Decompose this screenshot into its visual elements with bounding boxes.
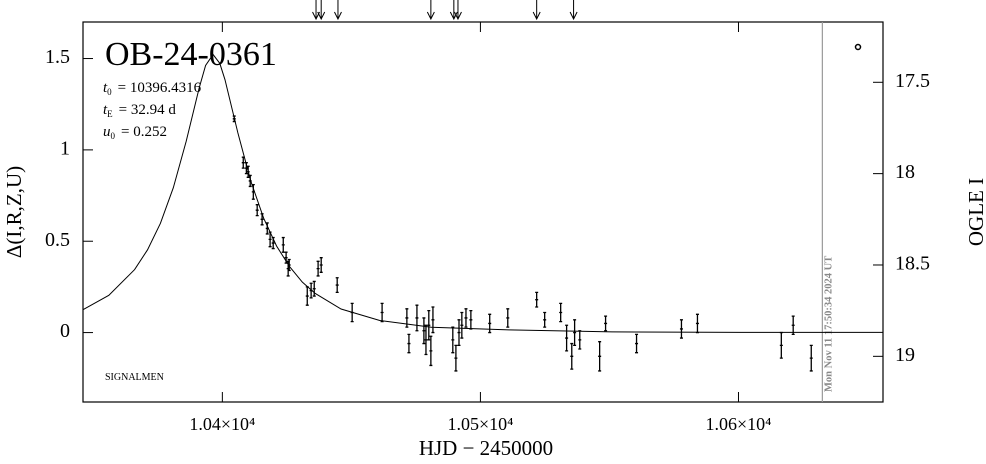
data-point bbox=[255, 204, 259, 217]
data-point bbox=[598, 341, 602, 372]
parameter-symbol: t bbox=[103, 102, 108, 118]
data-point bbox=[570, 342, 574, 370]
data-point bbox=[248, 174, 252, 188]
data-point bbox=[695, 313, 699, 334]
data-point bbox=[573, 319, 577, 347]
data-point bbox=[286, 260, 290, 277]
data-point bbox=[422, 317, 426, 345]
data-point bbox=[431, 306, 435, 334]
y-tick-label: 0 bbox=[60, 320, 70, 342]
model-curve bbox=[82, 53, 883, 333]
alert-arrow bbox=[312, 0, 320, 21]
data-point bbox=[287, 258, 291, 272]
y2-tick-label: 18.5 bbox=[895, 253, 930, 275]
data-point bbox=[405, 308, 409, 328]
data-point bbox=[809, 344, 813, 372]
parameter-value: = 32.94 d bbox=[119, 102, 177, 118]
data-point bbox=[457, 319, 461, 347]
data-point bbox=[232, 115, 236, 123]
y-tick-label: 0.5 bbox=[45, 229, 70, 251]
data-point bbox=[451, 326, 455, 354]
data-point bbox=[251, 183, 255, 200]
data-point bbox=[271, 236, 275, 250]
parameter-subscript: 0 bbox=[111, 131, 116, 141]
data-point bbox=[312, 280, 316, 297]
y2-tick-label: 19 bbox=[895, 344, 915, 366]
data-point bbox=[488, 313, 492, 334]
parameter: tE = 32.94 d bbox=[103, 102, 176, 119]
data-point bbox=[427, 310, 431, 341]
data-point bbox=[380, 302, 384, 323]
parameter: t0 = 10396.4316 bbox=[103, 80, 202, 97]
y-tick-label: 1.5 bbox=[45, 46, 70, 68]
data-point bbox=[246, 165, 250, 178]
data-point bbox=[241, 156, 245, 169]
data-point bbox=[535, 291, 539, 308]
data-point bbox=[305, 286, 309, 306]
data-point bbox=[309, 282, 313, 299]
y2-tick-label: 18 bbox=[895, 161, 915, 183]
data-point bbox=[415, 304, 419, 332]
y-tick-label: 1 bbox=[60, 137, 70, 159]
alert-arrow bbox=[454, 0, 462, 21]
data-point bbox=[350, 302, 354, 323]
alert-arrow bbox=[334, 0, 342, 21]
data-point bbox=[407, 333, 411, 354]
data-point bbox=[635, 333, 639, 354]
data-point bbox=[543, 311, 547, 328]
data-point bbox=[284, 251, 288, 264]
parameter-symbol: u bbox=[103, 124, 111, 140]
data-point bbox=[779, 331, 783, 359]
parameter-value: = 10396.4316 bbox=[118, 80, 202, 96]
data-point bbox=[469, 310, 473, 330]
data-point bbox=[464, 308, 468, 328]
data-point bbox=[319, 257, 323, 273]
data-point bbox=[335, 277, 339, 294]
alert-arrow bbox=[426, 0, 435, 21]
parameter-symbol: t bbox=[103, 80, 108, 96]
date-label: Mon Nov 11 17:50:34 2024 UT bbox=[823, 256, 834, 392]
y-axis-label: Δ(I,R,Z,U) bbox=[2, 166, 26, 258]
parameter: u0 = 0.252 bbox=[103, 124, 167, 141]
data-point bbox=[424, 324, 428, 356]
annotation: SIGNALMEN bbox=[105, 372, 164, 383]
data-point bbox=[506, 308, 510, 328]
alert-arrow bbox=[532, 0, 541, 21]
parameter-value: = 0.252 bbox=[121, 124, 167, 140]
plot-frame bbox=[82, 21, 884, 403]
data-point bbox=[679, 319, 683, 339]
data-point bbox=[265, 222, 269, 235]
data-point bbox=[281, 236, 285, 253]
data-point bbox=[565, 324, 569, 352]
data-point bbox=[460, 311, 464, 339]
symbol-marker bbox=[854, 43, 862, 51]
data-point bbox=[454, 344, 458, 372]
data-point bbox=[604, 315, 608, 332]
x-tick-label: 1.06×10⁴ bbox=[706, 414, 772, 434]
data-point bbox=[316, 260, 320, 277]
x-tick-label: 1.05×10⁴ bbox=[447, 414, 513, 434]
data-point bbox=[559, 302, 563, 323]
data-point bbox=[791, 315, 795, 336]
parameter-subscript: 0 bbox=[107, 87, 112, 97]
alert-arrow bbox=[569, 0, 578, 21]
data-point bbox=[429, 335, 433, 367]
y2-axis-label: OGLE I bbox=[964, 178, 986, 246]
data-point bbox=[244, 162, 248, 175]
data-point bbox=[578, 330, 582, 350]
y2-tick-label: 17.5 bbox=[895, 70, 930, 92]
x-tick-label: 1.04×10⁴ bbox=[189, 414, 255, 434]
data-point bbox=[268, 231, 272, 248]
chart-title: OB-24-0361 bbox=[105, 36, 277, 73]
x-axis-label: HJD − 2450000 bbox=[419, 436, 553, 459]
alert-arrow bbox=[317, 0, 326, 21]
parameter-subscript: E bbox=[107, 109, 113, 119]
data-point bbox=[260, 213, 264, 226]
